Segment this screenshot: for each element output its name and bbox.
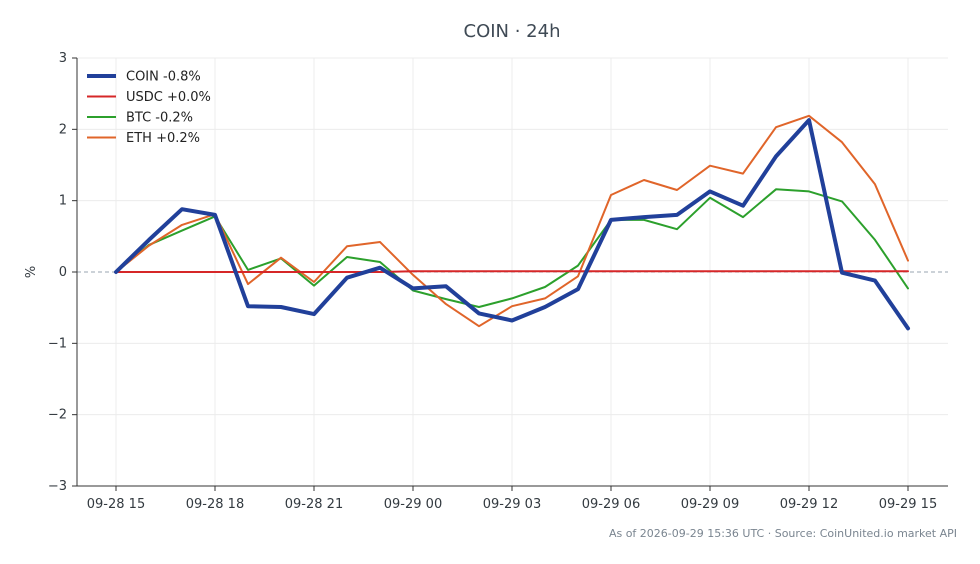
y-tick-label: −2 xyxy=(48,408,67,423)
chart-title: COIN · 24h xyxy=(464,21,561,42)
legend-label-coin: COIN -0.8% xyxy=(126,70,201,85)
y-tick-label: −3 xyxy=(48,479,67,494)
series-line-usdc xyxy=(115,270,909,273)
series-line-eth xyxy=(115,114,909,328)
footer-source: As of 2026-09-29 15:36 UTC · Source: Coi… xyxy=(609,527,957,540)
x-tick-label: 09-29 15 xyxy=(879,497,937,512)
y-tick-label: −1 xyxy=(48,336,67,351)
x-tick-label: 09-29 00 xyxy=(384,497,442,512)
y-tick-label: 1 xyxy=(59,194,67,209)
y-tick-label: 2 xyxy=(59,122,67,137)
x-tick-label: 09-29 06 xyxy=(582,497,640,512)
x-tick-label: 09-29 09 xyxy=(681,497,739,512)
legend: COIN -0.8% USDC +0.0% BTC -0.2% ETH +0.2% xyxy=(87,70,211,146)
legend-label-usdc: USDC +0.0% xyxy=(126,90,211,105)
legend-label-btc: BTC -0.2% xyxy=(126,111,193,126)
series-line-btc xyxy=(115,188,909,308)
axes: 3 2 1 0 −1 −2 −3 09-28 15 09-28 18 09-28 21 09-29 … xyxy=(48,51,948,512)
x-tick-label: 09-29 03 xyxy=(483,497,541,512)
x-tick-label: 09-28 15 xyxy=(87,497,145,512)
legend-label-eth: ETH +0.2% xyxy=(126,131,200,146)
x-tick-label: 09-29 12 xyxy=(780,497,838,512)
y-tick-label: 0 xyxy=(59,265,67,280)
series-line-coin xyxy=(114,118,910,331)
y-tick-label: 3 xyxy=(59,51,67,66)
y-axis-label: % xyxy=(24,266,39,278)
x-tick-label: 09-28 21 xyxy=(285,497,343,512)
series-group xyxy=(114,114,910,331)
x-tick-label: 09-28 18 xyxy=(186,497,244,512)
